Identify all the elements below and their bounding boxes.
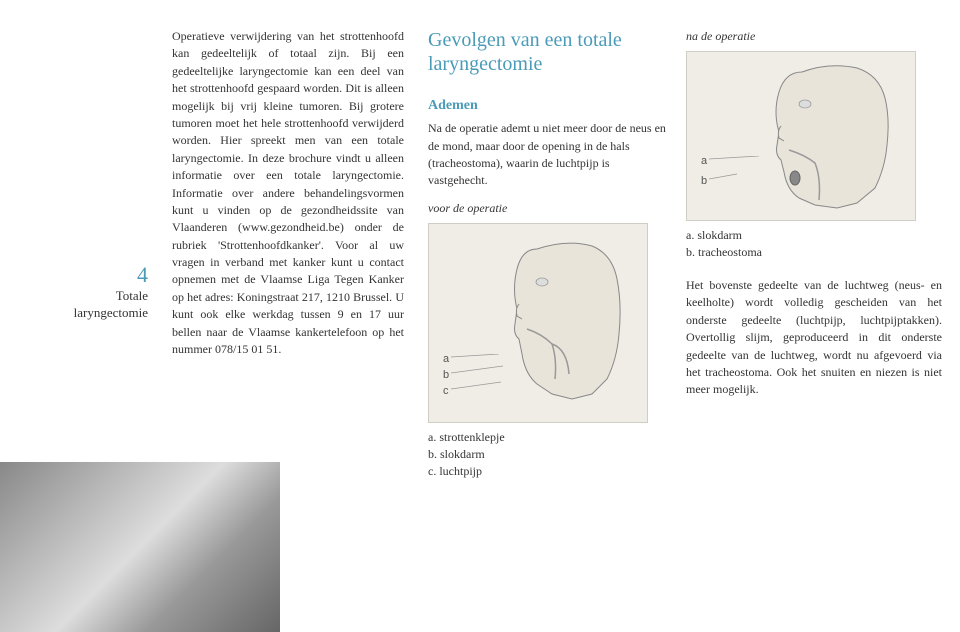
diagram-before-operation: a b c [428, 223, 648, 423]
after-paragraph: Het bovenste gedeelte van de luchtweg (n… [686, 277, 942, 399]
main-heading: Gevolgen van een totale laryngectomie [428, 28, 666, 76]
legend1-c: c. luchtpijp [428, 463, 666, 480]
diagram1-label-b: b [443, 368, 449, 384]
diagram2-label-b: b [701, 174, 707, 190]
column-2: Gevolgen van een totale laryngectomie Ad… [420, 0, 680, 632]
diagram1-label-c: c [443, 384, 449, 400]
diagram2-leader-lines-icon [709, 156, 769, 196]
legend1-b: b. slokdarm [428, 446, 666, 463]
before-operation-label: voor de operatie [428, 200, 666, 217]
legend2-b: b. tracheostoma [686, 244, 942, 261]
ademen-paragraph: Na de operatie ademt u niet meer door de… [428, 120, 666, 190]
column-3: na de operatie a b a. slokdarm b. trache… [680, 0, 960, 632]
diagram1-label-a: a [443, 352, 449, 368]
head-profile-before-icon [497, 234, 637, 404]
left-margin-column: 4 Totale laryngectomie [0, 0, 160, 632]
page-number: 4 [0, 262, 160, 288]
subheading-ademen: Ademen [428, 96, 666, 116]
section-title-line1: Totale [0, 288, 160, 305]
page-spread: 4 Totale laryngectomie Operatieve verwij… [0, 0, 960, 632]
diagram-after-operation: a b [686, 51, 916, 221]
head-profile-after-icon [757, 60, 907, 210]
diagram2-legend: a. slokdarm b. tracheostoma [686, 227, 942, 261]
diagram1-legend: a. strottenklepje b. slokdarm c. luchtpi… [428, 429, 666, 479]
after-operation-label: na de operatie [686, 28, 942, 45]
intro-paragraph: Operatieve verwijdering van het strotten… [172, 28, 404, 358]
diagram1-leader-lines-icon [451, 354, 511, 404]
legend1-a: a. strottenklepje [428, 429, 666, 446]
column-1: Operatieve verwijdering van het strotten… [160, 0, 420, 632]
diagram2-label-a: a [701, 154, 707, 170]
section-title-line2: laryngectomie [0, 305, 160, 322]
legend2-a: a. slokdarm [686, 227, 942, 244]
